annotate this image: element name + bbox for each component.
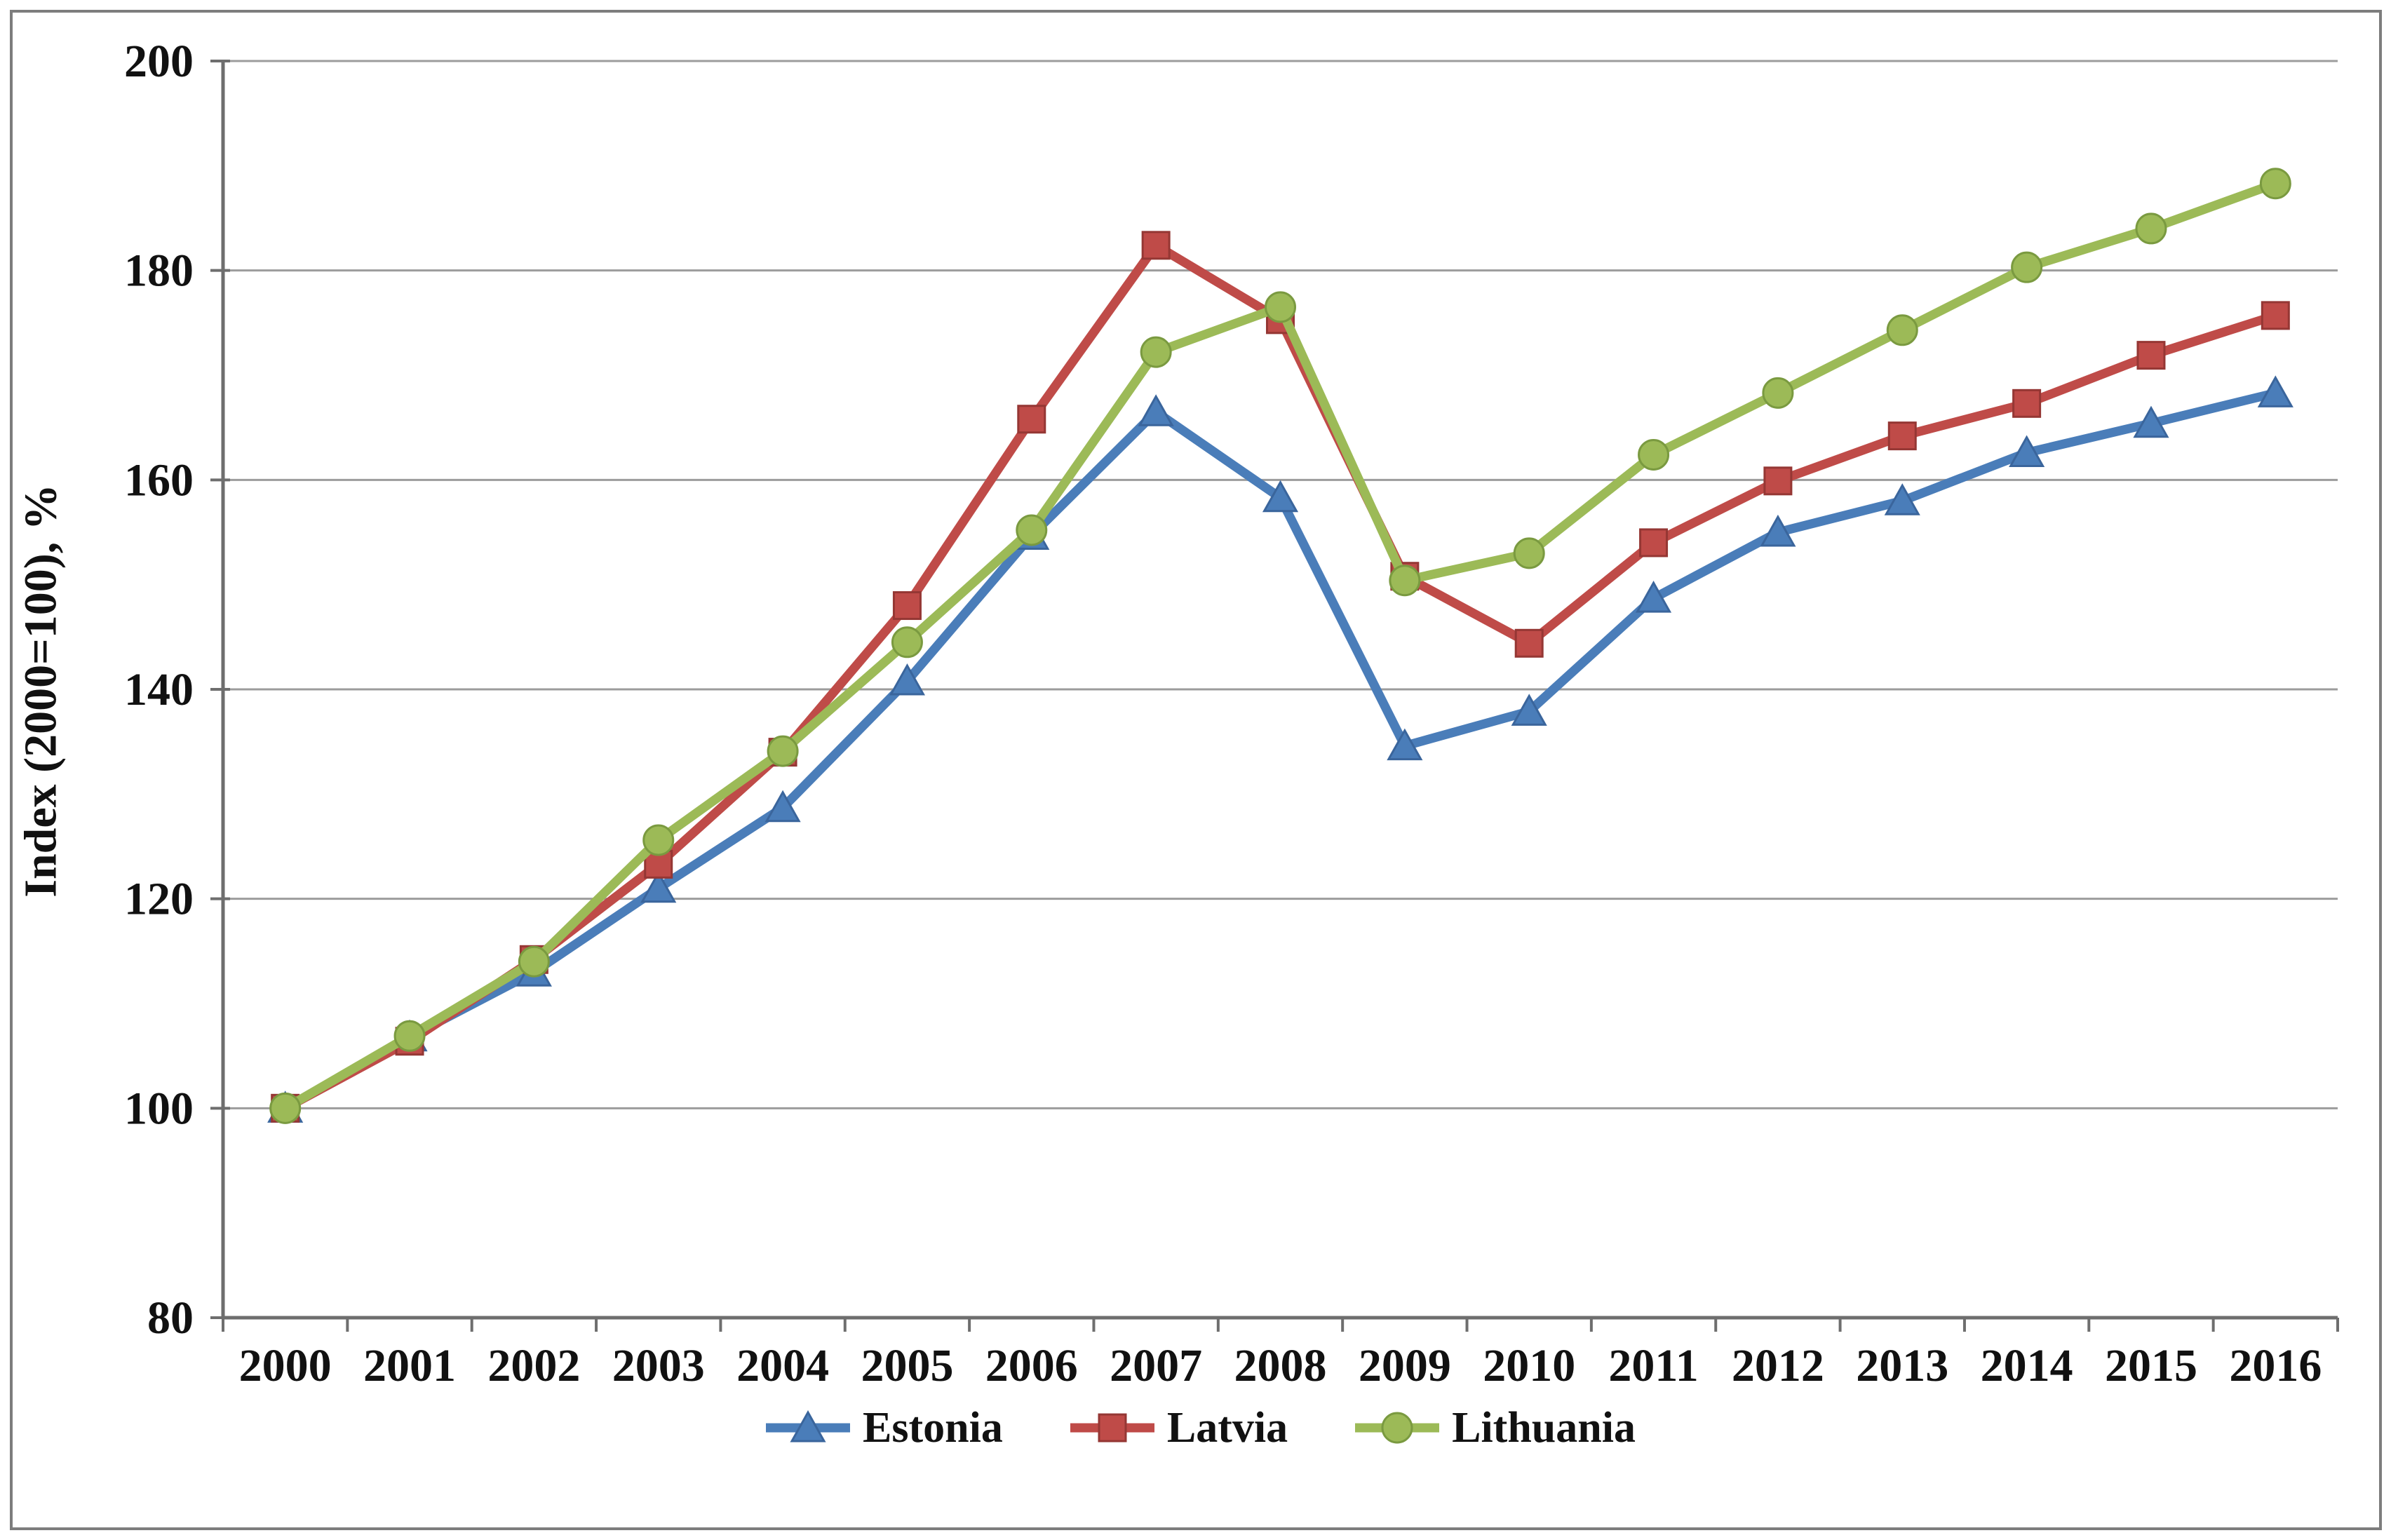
series-marker-latvia bbox=[2261, 301, 2290, 330]
series-marker-lithuania bbox=[393, 1020, 426, 1052]
x-tick-label: 2016 bbox=[2229, 1340, 2322, 1391]
series-marker-lithuania bbox=[269, 1092, 302, 1124]
y-tick-label: 140 bbox=[124, 664, 194, 715]
y-tick-label: 100 bbox=[124, 1083, 194, 1134]
series-marker-latvia bbox=[1514, 628, 1544, 658]
axis-labels: 80 100 120 140 160 180 200 2000 2001 2002 2003 2004… bbox=[124, 36, 2322, 1391]
series-marker-lithuania bbox=[1016, 514, 1048, 546]
x-tick-label: 2010 bbox=[1483, 1340, 1575, 1391]
series-marker-lithuania bbox=[518, 945, 550, 978]
series-marker-lithuania bbox=[1638, 438, 1670, 471]
series-marker-lithuania bbox=[2011, 251, 2043, 283]
y-axis-title: Index (2000=100), % bbox=[16, 483, 67, 897]
x-tick-label: 2011 bbox=[1608, 1340, 1698, 1391]
x-tick-label: 2008 bbox=[1234, 1340, 1327, 1391]
y-axis-title-box: Index (2000=100), % bbox=[11, 62, 73, 1318]
series-estonia bbox=[267, 375, 2293, 1123]
legend-marker-estonia bbox=[790, 1410, 826, 1443]
x-tick-label: 2006 bbox=[985, 1340, 1078, 1391]
series-marker-estonia bbox=[2257, 375, 2293, 407]
legend-item-estonia: Estonia bbox=[763, 1403, 1003, 1453]
series-marker-latvia bbox=[1141, 231, 1171, 260]
series-marker-lithuania bbox=[891, 626, 923, 658]
y-tick-label: 160 bbox=[124, 454, 194, 506]
y-tick-label: 180 bbox=[124, 245, 194, 297]
series-marker-lithuania bbox=[767, 735, 799, 767]
x-tick-label: 2009 bbox=[1359, 1340, 1451, 1391]
series-marker-lithuania bbox=[1140, 336, 1172, 368]
series-marker-latvia bbox=[1763, 466, 1793, 496]
legend-swatch-estonia bbox=[766, 1410, 850, 1443]
legend-item-lithuania: Lithuania bbox=[1352, 1403, 1636, 1453]
x-tick-label: 2012 bbox=[1732, 1340, 1824, 1391]
series-marker-lithuania bbox=[1762, 377, 1794, 409]
series-marker-estonia bbox=[1511, 694, 1547, 726]
series-marker-lithuania bbox=[2135, 212, 2167, 245]
series-marker-estonia bbox=[889, 663, 926, 696]
legend-label-latvia: Latvia bbox=[1166, 1403, 1288, 1452]
legend-label-lithuania: Lithuania bbox=[1452, 1403, 1636, 1452]
series-marker-latvia bbox=[1017, 405, 1046, 434]
series-marker-lithuania bbox=[1513, 537, 1545, 569]
x-tick-label: 2004 bbox=[736, 1340, 829, 1391]
series-marker-latvia bbox=[2012, 389, 2042, 418]
series-marker-lithuania bbox=[1265, 291, 1296, 323]
series-marker-estonia bbox=[2133, 405, 2169, 438]
series-marker-estonia bbox=[1262, 480, 1299, 513]
series-marker-latvia bbox=[1639, 528, 1669, 558]
legend-swatch-latvia bbox=[1070, 1413, 1154, 1443]
x-tick-label: 2007 bbox=[1110, 1340, 1202, 1391]
series-marker-estonia bbox=[1635, 581, 1672, 613]
y-tick-label: 80 bbox=[147, 1292, 194, 1344]
series-marker-estonia bbox=[1138, 394, 1174, 426]
series-marker-estonia bbox=[2009, 435, 2045, 468]
legend-label-estonia: Estonia bbox=[863, 1403, 1003, 1452]
legend-item-latvia: Latvia bbox=[1067, 1403, 1288, 1453]
series-marker-latvia bbox=[1887, 421, 1917, 451]
legend-marker-lithuania bbox=[1381, 1412, 1413, 1444]
x-tick-label: 2002 bbox=[487, 1340, 580, 1391]
legend-marker-latvia bbox=[1098, 1413, 1127, 1443]
legend-swatch-lithuania bbox=[1355, 1412, 1440, 1444]
series-latvia bbox=[271, 231, 2290, 1123]
y-tick-label: 120 bbox=[124, 874, 194, 925]
series-line-latvia bbox=[281, 241, 2280, 1113]
series-marker-estonia bbox=[764, 790, 801, 823]
x-tick-label: 2000 bbox=[239, 1340, 332, 1391]
series-marker-latvia bbox=[2136, 341, 2166, 370]
x-tick-label: 2001 bbox=[363, 1340, 456, 1391]
x-tick-label: 2003 bbox=[612, 1340, 705, 1391]
series-marker-lithuania bbox=[1886, 314, 1918, 346]
x-tick-label: 2013 bbox=[1856, 1340, 1948, 1391]
series-marker-estonia bbox=[1760, 514, 1796, 547]
axes bbox=[210, 60, 2339, 1332]
chart-legend: Estonia Latvia Lithuania bbox=[0, 1403, 2398, 1453]
x-tick-label: 2005 bbox=[861, 1340, 953, 1391]
series-marker-lithuania bbox=[2259, 168, 2291, 200]
gridlines bbox=[223, 60, 2338, 1109]
series-marker-latvia bbox=[892, 591, 922, 621]
x-tick-label: 2014 bbox=[1981, 1340, 2073, 1391]
series-lithuania bbox=[269, 168, 2291, 1124]
series-marker-estonia bbox=[1387, 728, 1423, 761]
series-marker-estonia bbox=[640, 870, 677, 903]
x-tick-label: 2015 bbox=[2105, 1340, 2197, 1391]
y-tick-label: 200 bbox=[124, 36, 194, 87]
series-marker-lithuania bbox=[1389, 565, 1421, 597]
series-marker-estonia bbox=[1884, 483, 1920, 515]
series-marker-lithuania bbox=[642, 824, 675, 856]
